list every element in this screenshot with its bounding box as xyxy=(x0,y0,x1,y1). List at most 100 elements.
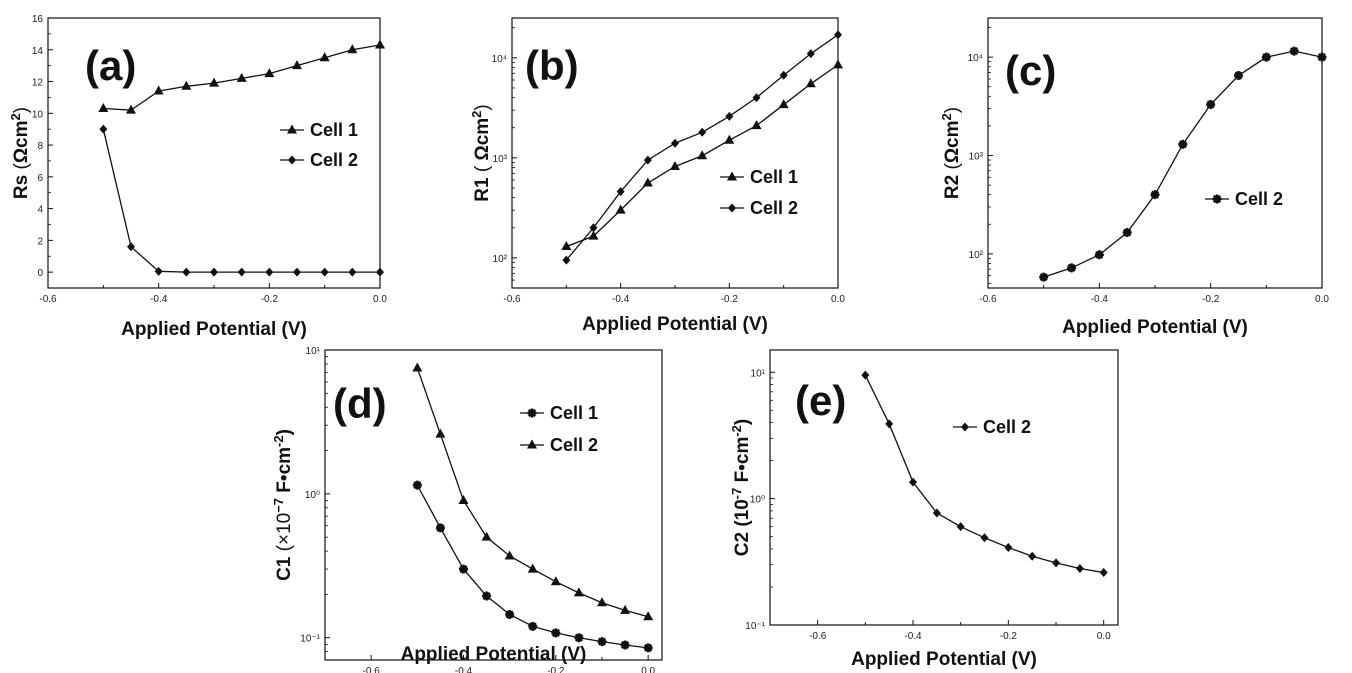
data-point xyxy=(751,120,762,130)
y-tick-label: 10 xyxy=(32,109,44,120)
y-tick-label: 0 xyxy=(37,268,43,279)
panel-a: -0.6 -0.4 -0.2 0.0 0 2 4 6 8 10 12 14 16 Applied Pote… xyxy=(8,14,388,340)
data-point xyxy=(182,267,191,277)
data-point xyxy=(724,134,735,144)
data-point xyxy=(1052,558,1061,568)
data-point xyxy=(412,362,423,372)
y-axis-title: R2 (Ωcm2) xyxy=(939,107,964,199)
y-tick-label: 8 xyxy=(37,141,43,152)
legend-label: Cell 1 xyxy=(750,167,798,187)
data-point xyxy=(833,59,843,69)
series-line xyxy=(1043,50,1323,278)
x-axis-title: Applied Potential (V) xyxy=(582,314,768,335)
data-point xyxy=(98,103,109,113)
data-point xyxy=(1004,543,1013,553)
legend-label: Cell 2 xyxy=(550,435,598,455)
x-tick-label: -0.2 xyxy=(1202,294,1220,305)
x-tick-label: -0.2 xyxy=(721,294,739,305)
legend-label: Cell 2 xyxy=(310,150,358,170)
data-point xyxy=(320,267,329,277)
data-point xyxy=(616,187,625,197)
x-tick-label: 0.0 xyxy=(641,666,655,673)
y-tick-label: 10³ xyxy=(969,152,984,163)
data-point xyxy=(1099,568,1108,578)
y-axis-title: C2 (10-7 F•cm-2) xyxy=(729,419,754,556)
x-tick-label: -0.2 xyxy=(547,666,565,673)
y-tick-label: 10¹ xyxy=(306,346,321,357)
x-axis-title: Applied Potential (V) xyxy=(121,319,307,340)
plot-frame xyxy=(769,349,1119,626)
x-tick-label: -0.6 xyxy=(39,294,57,305)
x-tick-label: 0.0 xyxy=(1315,294,1329,305)
data-point xyxy=(573,587,584,597)
legend-label: Cell 2 xyxy=(983,417,1031,437)
y-tick-label: 10⁴ xyxy=(968,53,983,64)
data-point xyxy=(154,266,163,276)
panel-c: -0.6 -0.4 -0.2 0.0 10² 10³ 10⁴ Applied Potentia… xyxy=(939,17,1329,338)
legend-marker xyxy=(961,422,969,432)
y-tick-label: 10¹ xyxy=(751,368,766,379)
data-point xyxy=(698,127,707,137)
x-tick-label: -0.6 xyxy=(809,631,827,642)
data-point xyxy=(588,230,599,240)
series-cell-2 xyxy=(99,124,384,277)
data-point xyxy=(209,77,219,87)
data-point xyxy=(589,223,598,233)
data-point xyxy=(126,104,136,114)
y-tick-label: 10² xyxy=(969,250,984,261)
data-point xyxy=(834,30,842,40)
data-point xyxy=(561,240,572,250)
series-line xyxy=(416,367,649,618)
legend-marker xyxy=(527,439,537,449)
series-cell-2 xyxy=(1039,46,1327,282)
y-tick-label: 10⁻¹ xyxy=(745,621,765,632)
data-point xyxy=(671,138,679,148)
y-tick-label: 12 xyxy=(32,78,44,89)
data-point xyxy=(980,533,989,543)
data-point xyxy=(909,477,918,487)
y-tick-label: 2 xyxy=(37,236,43,247)
data-point xyxy=(956,522,965,532)
panel-label: (b) xyxy=(525,42,579,89)
series-cell-1 xyxy=(561,59,843,250)
x-tick-label: -0.4 xyxy=(455,666,473,673)
data-point xyxy=(236,72,247,82)
data-point xyxy=(861,370,870,380)
legend-marker xyxy=(727,171,737,181)
data-point xyxy=(504,550,515,560)
data-point xyxy=(620,604,631,614)
legend-label: Cell 1 xyxy=(550,403,598,423)
data-point xyxy=(615,204,626,214)
data-point xyxy=(348,267,357,277)
data-point xyxy=(779,70,788,80)
y-tick-label: 10⁻¹ xyxy=(300,634,320,645)
x-tick-label: -0.4 xyxy=(150,294,168,305)
y-tick-label: 10³ xyxy=(493,154,508,165)
data-point xyxy=(347,44,358,54)
data-point xyxy=(1075,563,1084,573)
y-tick-label: 6 xyxy=(37,173,43,184)
data-point xyxy=(805,78,816,88)
data-point xyxy=(550,576,561,586)
y-axis-title: R1 ( Ωcm2) xyxy=(469,104,494,201)
data-point xyxy=(642,177,653,187)
legend-entry: Cell 1 xyxy=(720,167,798,187)
series-cell-2 xyxy=(562,30,842,265)
panel-d: -0.6 -0.4 -0.2 0.0 10⁻¹ 10⁰ 10¹ Applied Potenti… xyxy=(271,346,663,673)
legend-entry: Cell 1 xyxy=(280,120,358,140)
data-point xyxy=(293,267,301,277)
x-axis-title: Applied Potential (V) xyxy=(1062,317,1248,338)
data-point xyxy=(265,267,274,277)
data-point xyxy=(264,68,275,78)
y-tick-label: 16 xyxy=(32,14,44,25)
data-point xyxy=(458,494,469,504)
series-line xyxy=(565,34,839,261)
legend-entry: Cell 2 xyxy=(720,198,798,218)
x-tick-label: -0.2 xyxy=(1000,631,1018,642)
data-point xyxy=(319,52,330,62)
x-tick-label: -0.4 xyxy=(612,294,630,305)
data-point xyxy=(932,508,941,518)
data-point xyxy=(376,267,384,277)
panel-label: (c) xyxy=(1005,47,1056,94)
